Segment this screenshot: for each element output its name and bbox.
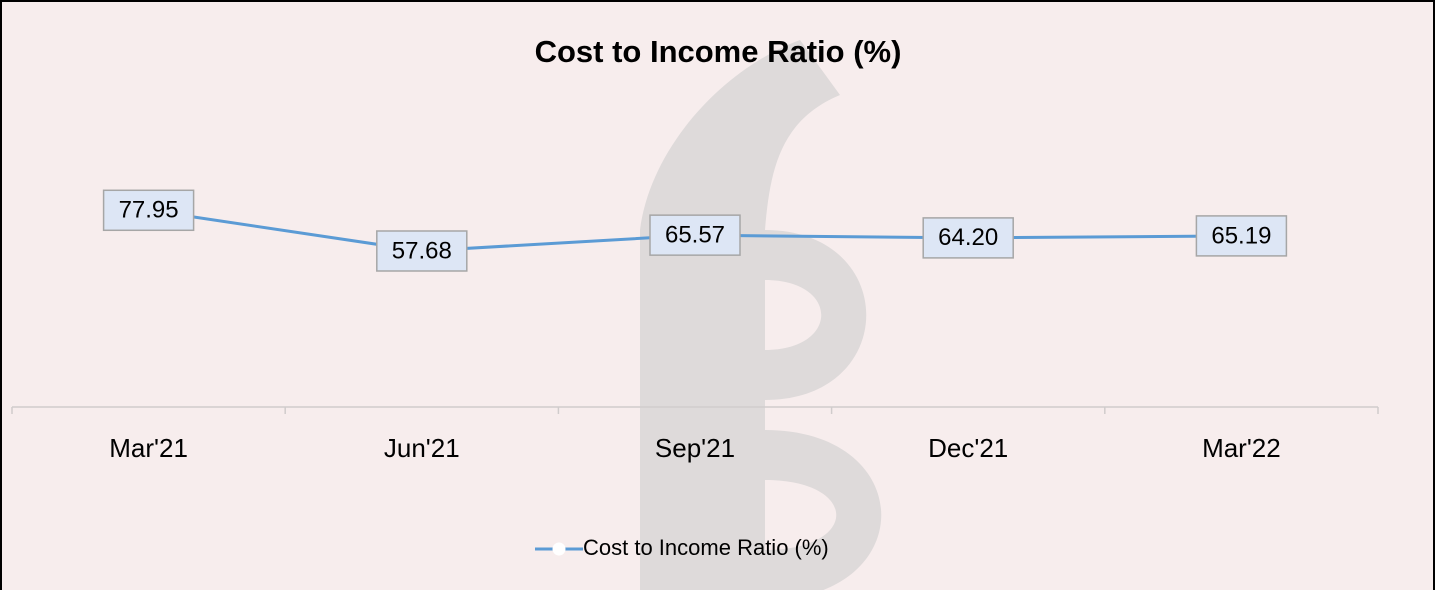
data-label: 65.57 — [649, 214, 741, 256]
x-tick-label: Mar'22 — [1202, 433, 1281, 463]
chart-title: Cost to Income Ratio (%) — [535, 34, 902, 69]
data-label-box — [1195, 215, 1288, 257]
data-label-box — [102, 189, 195, 232]
data-label-text: 65.57 — [665, 221, 725, 248]
x-tick-label: Dec'21 — [928, 433, 1008, 463]
watermark-stem — [640, 230, 765, 590]
legend-label: Cost to Income Ratio (%) — [583, 535, 829, 560]
data-label-box — [922, 217, 1014, 259]
watermark-bowl-lower — [765, 430, 882, 590]
legend-marker — [552, 542, 566, 556]
x-tick-label: Mar'21 — [109, 433, 188, 463]
data-label-box — [649, 214, 741, 256]
data-label-text: 77.95 — [119, 197, 179, 224]
data-label: 57.68 — [376, 230, 468, 272]
x-tick-label: Jun'21 — [384, 433, 460, 463]
data-label-text: 57.68 — [392, 237, 452, 264]
data-label: 77.95 — [102, 189, 195, 232]
data-label: 65.19 — [1195, 215, 1288, 257]
data-label-text: 64.20 — [938, 224, 998, 251]
x-tick-label: Sep'21 — [655, 433, 735, 463]
data-label-box — [376, 230, 468, 272]
watermark-bowl — [765, 230, 867, 400]
data-label-text: 65.19 — [1211, 222, 1271, 249]
watermark-hook — [640, 40, 840, 230]
watermark — [640, 40, 882, 590]
data-label: 64.20 — [922, 217, 1014, 259]
